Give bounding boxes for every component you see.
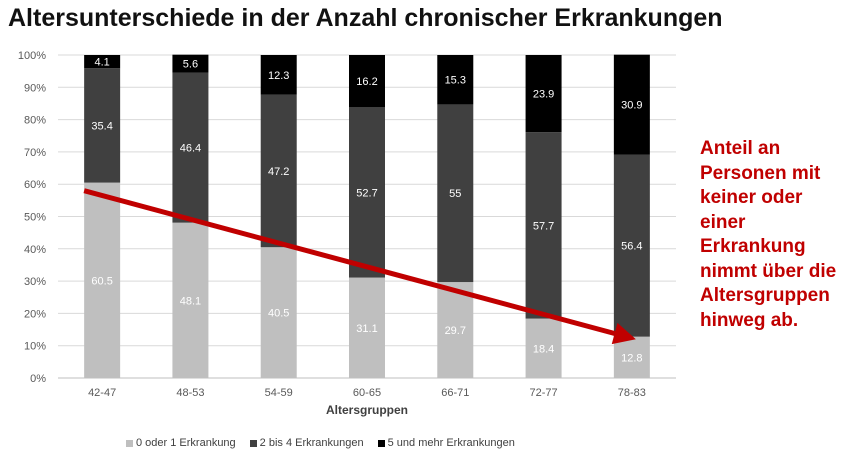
trend-arrow-shaft (83, 188, 616, 336)
data-label: 52.7 (356, 187, 377, 199)
bar-segment (525, 318, 562, 378)
annotation-line: einer (700, 211, 746, 233)
x-tick-label: 66-71 (441, 387, 469, 399)
data-label: 12.8 (621, 352, 642, 364)
bar-segment (437, 282, 474, 378)
data-label: 18.4 (533, 343, 554, 355)
bar-segment (613, 54, 650, 155)
data-label: 29.7 (445, 325, 466, 337)
bar-segment (84, 68, 121, 183)
bar-segment (613, 154, 650, 337)
x-axis-label: Altersgruppen (326, 403, 408, 417)
trend-arrow (83, 188, 636, 345)
legend-swatch (377, 439, 385, 447)
data-label: 12.3 (268, 70, 289, 82)
legend-label: 5 und mehr Erkrankungen (387, 437, 515, 449)
x-tick-label: 60-65 (353, 387, 381, 399)
chart-title: Altersunterschiede in der Anzahl chronis… (8, 4, 723, 32)
bar-segment (437, 104, 474, 283)
bar-segment (84, 55, 121, 69)
data-label: 60.5 (91, 275, 112, 287)
bar-segment (172, 222, 209, 378)
x-tick-label: 54-59 (265, 387, 293, 399)
x-axis-ticks: 42-47 48-53 54-59 60-65 66-71 72-77 78-83 (88, 387, 646, 399)
y-tick-label: 20% (24, 308, 46, 320)
annotation-line: nimmt über die (700, 260, 837, 282)
bar-segment (349, 107, 385, 278)
legend-item: 2 bis 4 Erkrankungen (249, 437, 364, 449)
annotation-line: keiner oder (700, 187, 803, 208)
bar-segment (525, 55, 562, 133)
bar-segment (172, 54, 209, 73)
bar-segment (525, 132, 562, 319)
annotation-text: Anteil an Personen mit keiner oder einer Erk… (700, 137, 860, 333)
data-label: 48.1 (180, 295, 201, 307)
bar-segment (613, 336, 650, 378)
data-label: 30.9 (621, 100, 642, 112)
x-tick-label: 42-47 (88, 387, 116, 399)
data-label: 35.4 (91, 120, 112, 132)
data-label: 23.9 (533, 89, 554, 101)
y-tick-label: 90% (24, 82, 46, 94)
data-label: 15.3 (445, 75, 466, 87)
data-label: 40.5 (268, 308, 289, 320)
y-tick-label: 70% (24, 147, 46, 159)
bar-segment (349, 277, 385, 378)
y-tick-label: 100% (18, 50, 46, 62)
y-tick-label: 50% (24, 212, 46, 224)
y-tick-label: 80% (24, 115, 46, 127)
bar-segment (172, 72, 209, 223)
legend-label: 0 oder 1 Erkrankung (136, 437, 236, 449)
bar-segment (260, 94, 297, 248)
annotation-line: Anteil an (700, 138, 781, 159)
bar-segment (260, 247, 297, 378)
legend-item: 5 und mehr Erkrankungen (377, 437, 515, 449)
x-tick-label: 48-53 (176, 387, 204, 399)
legend-swatch (249, 439, 257, 447)
bars: 60.5 35.4 4.1 48.1 46.4 5.6 40.5 47.2 12.3 31.1 52… (84, 54, 650, 378)
bar-segment (260, 55, 297, 95)
legend-item: 0 oder 1 Erkrankung (126, 437, 236, 449)
data-label: 5.6 (183, 59, 198, 71)
data-label: 57.7 (533, 220, 554, 232)
annotation-line: Personen mit (700, 162, 821, 184)
x-tick-label: 72-77 (530, 387, 558, 399)
legend: 0 oder 1 Erkrankung 2 bis 4 Erkrankungen 5… (126, 437, 515, 449)
y-tick-label: 0% (30, 373, 46, 385)
y-tick-label: 10% (24, 341, 46, 353)
bar-segment (437, 55, 474, 105)
y-tick-label: 30% (24, 276, 46, 288)
y-tick-label: 40% (24, 244, 46, 256)
data-label: 46.4 (180, 143, 201, 155)
legend-label: 2 bis 4 Erkrankungen (259, 437, 364, 449)
bar-segment (349, 55, 385, 108)
y-axis-ticks: 0% 10% 20% 30% 40% 50% 60% 70% 80% 90% 100% (18, 50, 46, 385)
annotation-line: Erkrankung (700, 236, 806, 257)
x-tick-label: 78-83 (618, 387, 646, 399)
data-label: 47.2 (268, 166, 289, 178)
annotation-line: hinweg ab. (700, 309, 799, 331)
annotation-line: Altersgruppen (700, 285, 830, 306)
data-label: 4.1 (94, 57, 109, 69)
trend-arrow-head (611, 322, 636, 345)
y-tick-label: 60% (24, 179, 46, 191)
data-label: 56.4 (621, 241, 642, 253)
bar-segment (84, 182, 121, 378)
data-label: 55 (449, 188, 461, 200)
data-label: 16.2 (356, 76, 377, 88)
legend-swatch (126, 439, 133, 447)
data-label: 31.1 (356, 323, 377, 335)
